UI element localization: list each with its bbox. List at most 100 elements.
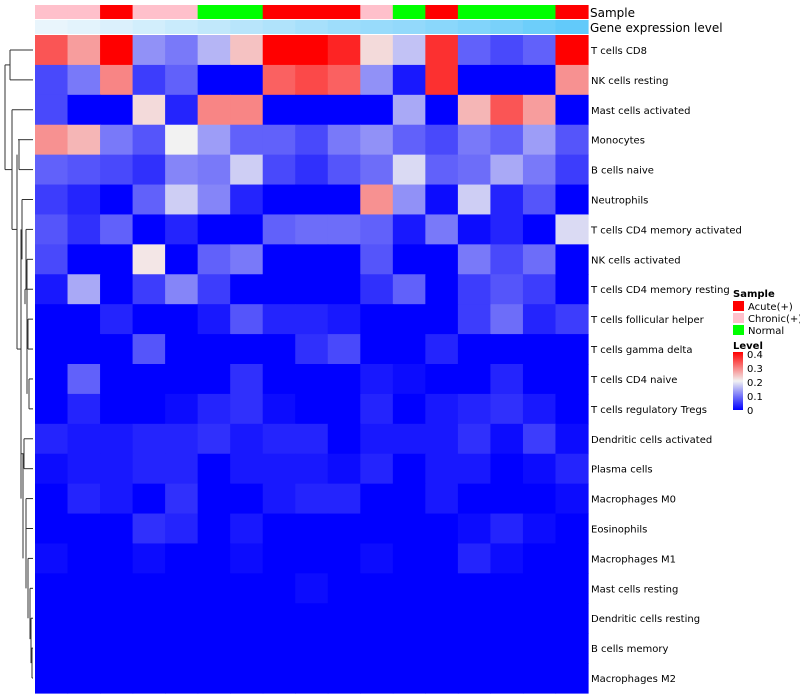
row-label: Plasma cells [591, 465, 653, 476]
level-color-bar [733, 352, 743, 410]
heatmap-cell [457, 124, 492, 156]
heatmap-cell [262, 663, 296, 694]
heatmap-cell [132, 513, 166, 545]
heatmap-cell [392, 393, 426, 425]
heatmap-cell [197, 393, 231, 425]
heatmap-cell [360, 274, 394, 305]
heatmap-cell [457, 573, 492, 604]
heatmap-cell [262, 94, 296, 126]
expression-annotation-cell [360, 20, 394, 34]
sample-legend-label: Chronic(+) [748, 314, 800, 325]
heatmap-cell [522, 214, 557, 245]
heatmap-cell [295, 663, 329, 694]
heatmap-cell [67, 543, 101, 574]
heatmap-cell [67, 35, 101, 66]
expression-annotation-cell [132, 20, 166, 34]
heatmap-cell [262, 513, 296, 545]
heatmap-cell [197, 543, 231, 574]
heatmap-cell [360, 453, 394, 485]
heatmap-cell [67, 393, 101, 425]
sample-annotation-cell [392, 5, 426, 19]
sample-legend: Sample Acute(+)Chronic(+)Normal [733, 289, 800, 337]
heatmap-cell [35, 304, 69, 335]
row-label: Eosinophils [591, 525, 647, 536]
heatmap-cell [360, 543, 394, 574]
heatmap-cell [425, 603, 459, 634]
heatmap-cell [197, 244, 231, 275]
heatmap-cell [197, 94, 231, 126]
heatmap-cell [197, 513, 231, 545]
heatmap-cell [197, 334, 231, 365]
heatmap-cell [360, 513, 394, 545]
heatmap-cell [457, 214, 492, 245]
heatmap-cell [165, 663, 199, 694]
heatmap-cell [327, 124, 361, 156]
heatmap-cell [100, 633, 134, 664]
heatmap-cell [555, 513, 589, 545]
heatmap-cell [555, 244, 589, 275]
heatmap-cell [522, 573, 557, 604]
heatmap-cell [295, 334, 329, 365]
heatmap-cell [165, 94, 199, 126]
heatmap-cell [360, 573, 394, 604]
heatmap-cell [425, 334, 459, 365]
expression-annotation-label: Gene expression level [590, 21, 723, 35]
heatmap-cell [35, 35, 69, 66]
expression-annotation-cell [327, 20, 361, 34]
heatmap-cell [360, 244, 394, 275]
heatmap-cell [67, 124, 101, 156]
heatmap-cell [327, 603, 361, 634]
heatmap-cell [425, 184, 459, 216]
heatmap-cell [555, 423, 589, 455]
heatmap-cell [490, 633, 524, 664]
heatmap-cell [262, 64, 296, 96]
heatmap-cell [262, 393, 296, 425]
heatmap-cell [67, 184, 101, 216]
heatmap-cell [522, 244, 557, 275]
heatmap-cell [197, 154, 231, 186]
heatmap-cell [360, 364, 394, 395]
heatmap-cell [457, 393, 492, 425]
heatmap-cell [132, 64, 166, 96]
heatmap-cell [425, 483, 459, 515]
heatmap-cell [67, 573, 101, 604]
heatmap-cell [327, 64, 361, 96]
heatmap-cell [555, 124, 589, 156]
heatmap-cell [392, 573, 426, 604]
row-dendrogram [4, 49, 33, 679]
heatmap-cell [132, 94, 166, 126]
heatmap-cell [197, 423, 231, 455]
sample-annotation-cell [35, 5, 69, 19]
row-label: T cells CD4 naive [590, 375, 677, 386]
heatmap-cell [67, 154, 101, 186]
heatmap-cell [100, 573, 134, 604]
heatmap-cell [262, 244, 296, 275]
heatmap-cell [197, 35, 231, 66]
heatmap-cell [295, 573, 329, 604]
row-label: T cells CD4 memory activated [590, 225, 742, 236]
heatmap-cell [490, 214, 524, 245]
heatmap-cell [425, 543, 459, 574]
heatmap-cell [392, 35, 426, 66]
heatmap-cell [457, 35, 492, 66]
expression-annotation-cell [522, 20, 557, 34]
row-label: Dendritic cells activated [591, 435, 712, 446]
sample-annotation-cell [457, 5, 492, 19]
heatmap-cell [262, 453, 296, 485]
heatmap-cell [425, 274, 459, 305]
heatmap-cell [132, 124, 166, 156]
heatmap-cell [392, 274, 426, 305]
heatmap-cell [295, 184, 329, 216]
sample-annotation-cell [555, 5, 589, 19]
heatmap-cell [295, 633, 329, 664]
heatmap-cell [230, 633, 264, 664]
heatmap-cell [490, 513, 524, 545]
heatmap-cell [522, 633, 557, 664]
heatmap-cell [132, 214, 166, 245]
heatmap-cell [295, 483, 329, 515]
heatmap-cell [490, 35, 524, 66]
heatmap-cell [230, 274, 264, 305]
heatmap-cell [360, 94, 394, 126]
sample-legend-swatch [733, 313, 744, 323]
heatmap-cell [490, 423, 524, 455]
